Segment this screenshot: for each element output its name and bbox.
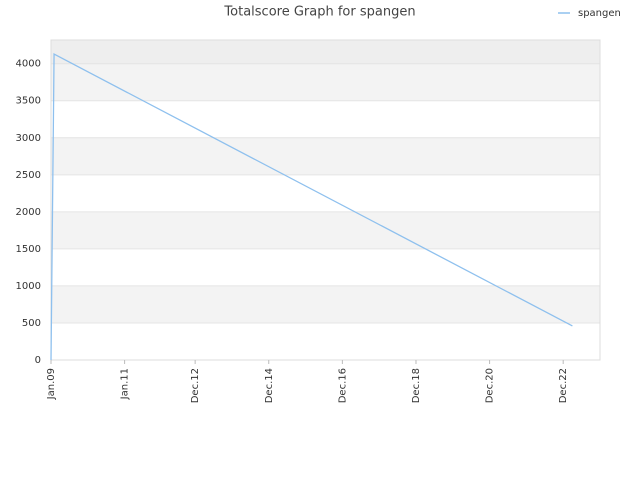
plot-border [50, 39, 601, 361]
grid-band [51, 137, 600, 175]
x-tick-label: Dec.22 [558, 368, 569, 403]
x-tick-label: Dec.18 [411, 368, 422, 403]
y-tick-label: 1500 [16, 244, 41, 255]
y-tick-label: 3000 [16, 133, 41, 144]
y-tick-label: 1000 [16, 281, 41, 292]
y-tick-label: 2000 [16, 207, 41, 218]
y-tick-label: 4000 [16, 59, 41, 70]
grid-band [51, 63, 600, 101]
plot-top-band [51, 40, 600, 64]
y-tick-label: 2500 [16, 170, 41, 181]
x-tick-label: Dec.20 [485, 368, 496, 403]
x-tick-label: Jan.11 [120, 368, 131, 400]
y-tick-label: 3500 [16, 96, 41, 107]
line [50, 53, 573, 361]
chart-title: Totalscore Graph for spangen [223, 5, 415, 20]
y-tick-label: 0 [35, 355, 41, 366]
x-tick-label: Dec.16 [337, 368, 348, 403]
grid-band [51, 285, 600, 323]
y-tick-label: 500 [22, 318, 41, 329]
grid-band [51, 211, 600, 249]
legend-label: spangen [578, 8, 621, 19]
x-tick-label: Dec.12 [190, 368, 201, 403]
x-tick-label: Jan.09 [46, 368, 57, 400]
x-tick-label: Dec.14 [264, 368, 275, 403]
